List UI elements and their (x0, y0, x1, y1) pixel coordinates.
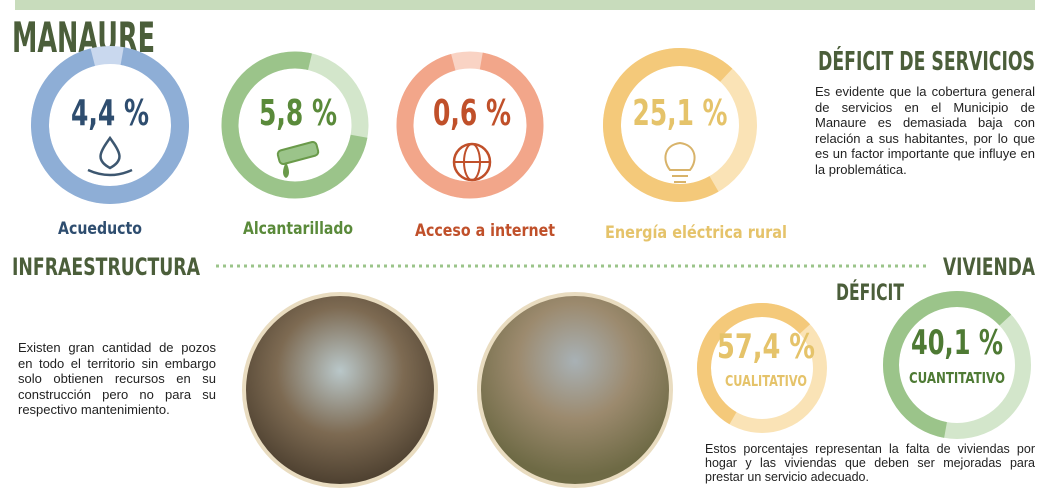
paragraph: Es evidente que la cobertura general de … (815, 84, 1035, 177)
photo-well (242, 292, 438, 488)
housing-value: 57,4 % (717, 327, 815, 367)
section-title: INFRAESTRUCTURA (12, 253, 200, 281)
service-label: Acueducto (58, 219, 142, 239)
service-label: Acceso a internet (415, 221, 555, 241)
housing-label: CUANTITATIVO (909, 369, 1005, 387)
service-value: 4,4 % (71, 93, 149, 134)
service-value: 5,8 % (259, 93, 337, 134)
service-ring: 0,6 % Acceso a internet (396, 51, 555, 241)
housing-ring: 57,4 % CUALITATIVO (696, 303, 827, 433)
service-label: Energía eléctrica rural (605, 223, 787, 243)
service-ring: 5,8 % Alcantarillado (221, 51, 369, 239)
photo-house (477, 292, 673, 488)
housing-value: 40,1 % (911, 323, 1003, 363)
section-title: DÉFICIT DE SERVICIOS (818, 45, 1035, 77)
service-ring: 25,1 % Energía eléctrica rural (603, 48, 787, 243)
service-value: 25,1 % (633, 93, 728, 134)
top-bar (15, 0, 1035, 10)
paragraph: Existen gran cantidad de pozos en todo e… (18, 340, 216, 417)
paragraph: Estos porcentajes representan la falta d… (705, 442, 1035, 484)
housing-label: CUALITATIVO (725, 372, 807, 390)
service-label: Alcantarillado (243, 219, 353, 239)
housing-ring: 40,1 % CUANTITATIVO (883, 291, 1031, 439)
section-subtitle: DÉFICIT (836, 280, 904, 306)
service-ring: 4,4 % Acueducto (31, 46, 189, 239)
section-title: VIVIENDA (943, 253, 1035, 281)
service-value: 0,6 % (433, 93, 511, 134)
